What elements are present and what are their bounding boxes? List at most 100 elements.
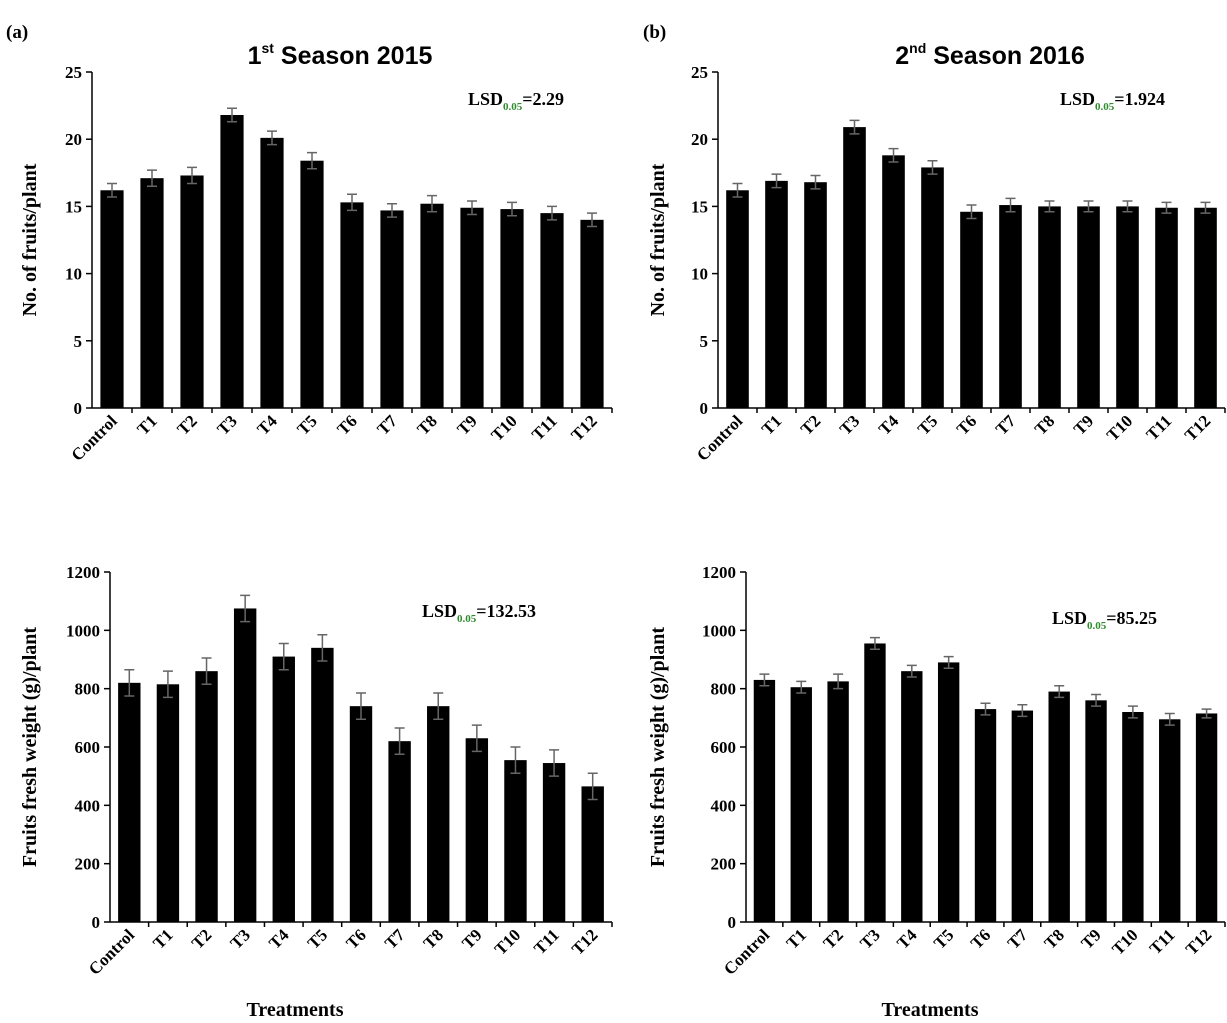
error-bar xyxy=(307,151,317,170)
category-label: T3 xyxy=(213,411,240,438)
bar xyxy=(1159,719,1181,922)
error-bar xyxy=(927,159,938,175)
error-bar xyxy=(1017,703,1028,718)
bar xyxy=(974,709,997,922)
category-label: T1 xyxy=(758,411,785,438)
y-tick-label: 1200 xyxy=(66,563,100,582)
bar xyxy=(581,786,604,922)
y-tick-label: 1200 xyxy=(702,563,736,582)
y-tick-label: 1000 xyxy=(702,621,736,640)
error-bar xyxy=(471,724,482,753)
bar xyxy=(726,190,749,408)
error-bar xyxy=(943,655,954,669)
error-bar xyxy=(394,727,405,756)
bar xyxy=(300,160,324,408)
category-label: T9 xyxy=(458,925,485,952)
error-bar xyxy=(124,668,135,697)
error-bar xyxy=(1005,197,1016,213)
error-bar xyxy=(510,746,521,774)
error-bar xyxy=(759,673,770,687)
bar xyxy=(260,137,284,408)
category-label: T12 xyxy=(1182,925,1215,958)
error-bar xyxy=(356,692,366,721)
error-bar xyxy=(1044,200,1055,213)
category-label: T11 xyxy=(1143,411,1176,444)
category-label: T7 xyxy=(992,411,1020,439)
error-bar xyxy=(1083,200,1094,213)
y-tick-label: 15 xyxy=(691,197,708,216)
season-title-2016: 2nd Season 2016 xyxy=(895,40,1084,70)
category-label: T4 xyxy=(265,925,293,953)
error-bar xyxy=(1091,693,1102,707)
error-bar xyxy=(732,182,743,198)
y-tick-label: 0 xyxy=(74,399,83,418)
y-tick-label: 5 xyxy=(700,332,709,351)
category-label: T12 xyxy=(567,411,600,444)
category-label: T12 xyxy=(1181,411,1214,444)
y-tick-label: 200 xyxy=(711,855,737,874)
y-axis-label: Fruits fresh weight (g)/plant xyxy=(19,627,41,868)
y-tick-label: 800 xyxy=(75,680,101,699)
bar xyxy=(500,209,524,408)
y-axis-label: No. of fruits/plant xyxy=(19,163,41,316)
bar xyxy=(156,684,180,922)
y-tick-label: 1000 xyxy=(66,621,100,640)
category-label: T8 xyxy=(1041,925,1068,952)
error-bar xyxy=(1127,705,1138,719)
y-axis-label: No. of fruits/plant xyxy=(647,163,669,316)
bar xyxy=(1085,700,1107,922)
season-title-2015: 1st Season 2015 xyxy=(248,40,433,70)
category-label: T11 xyxy=(1146,925,1179,958)
category-label: T1 xyxy=(133,411,160,438)
chart-fruit-weight-2016: 0 200 400 600 800 1000 1200 Control T1 T2 T3 T4 T5 T6… xyxy=(647,563,1226,979)
bar xyxy=(195,671,218,922)
category-label: T9 xyxy=(453,411,480,438)
bar xyxy=(827,681,849,922)
y-tick-label: 25 xyxy=(65,63,82,82)
bar xyxy=(864,643,886,922)
category-label: T6 xyxy=(342,925,369,952)
error-bar xyxy=(587,772,598,801)
category-label: T2 xyxy=(188,925,215,952)
error-bar xyxy=(547,205,557,221)
bar xyxy=(580,219,604,408)
error-bar xyxy=(1122,200,1133,213)
bar xyxy=(901,671,923,922)
category-label: T7 xyxy=(373,411,401,439)
bar xyxy=(233,608,257,922)
bar xyxy=(180,175,204,408)
category-label: T12 xyxy=(568,925,601,958)
bar xyxy=(504,760,527,922)
bar xyxy=(272,656,295,922)
y-tick-label: 10 xyxy=(65,265,82,284)
error-bar xyxy=(387,202,397,218)
bar xyxy=(1011,710,1034,922)
bar xyxy=(1116,206,1139,408)
category-label: T5 xyxy=(304,925,331,952)
category-label: T10 xyxy=(487,411,520,444)
error-bar xyxy=(1200,201,1211,214)
error-bar xyxy=(796,680,807,694)
bar xyxy=(882,155,905,408)
error-bar xyxy=(187,166,197,185)
bar xyxy=(765,180,788,408)
category-label: T2 xyxy=(797,411,824,438)
error-bar xyxy=(433,692,444,721)
category-label: T8 xyxy=(420,925,447,952)
lsd-annotation: LSD0.05=1.924 xyxy=(1060,89,1165,113)
bar xyxy=(349,706,373,922)
category-label: T7 xyxy=(1004,925,1032,953)
bar xyxy=(1195,713,1218,922)
error-bar xyxy=(240,594,251,623)
y-tick-label: 10 xyxy=(691,265,708,284)
bar xyxy=(753,679,776,922)
category-label: T8 xyxy=(1031,411,1058,438)
category-label: Control xyxy=(85,925,138,978)
bar xyxy=(960,211,983,408)
category-label: T2 xyxy=(819,925,846,952)
category-label: T4 xyxy=(253,411,281,439)
x-axis-label-a: Treatments xyxy=(246,999,343,1021)
